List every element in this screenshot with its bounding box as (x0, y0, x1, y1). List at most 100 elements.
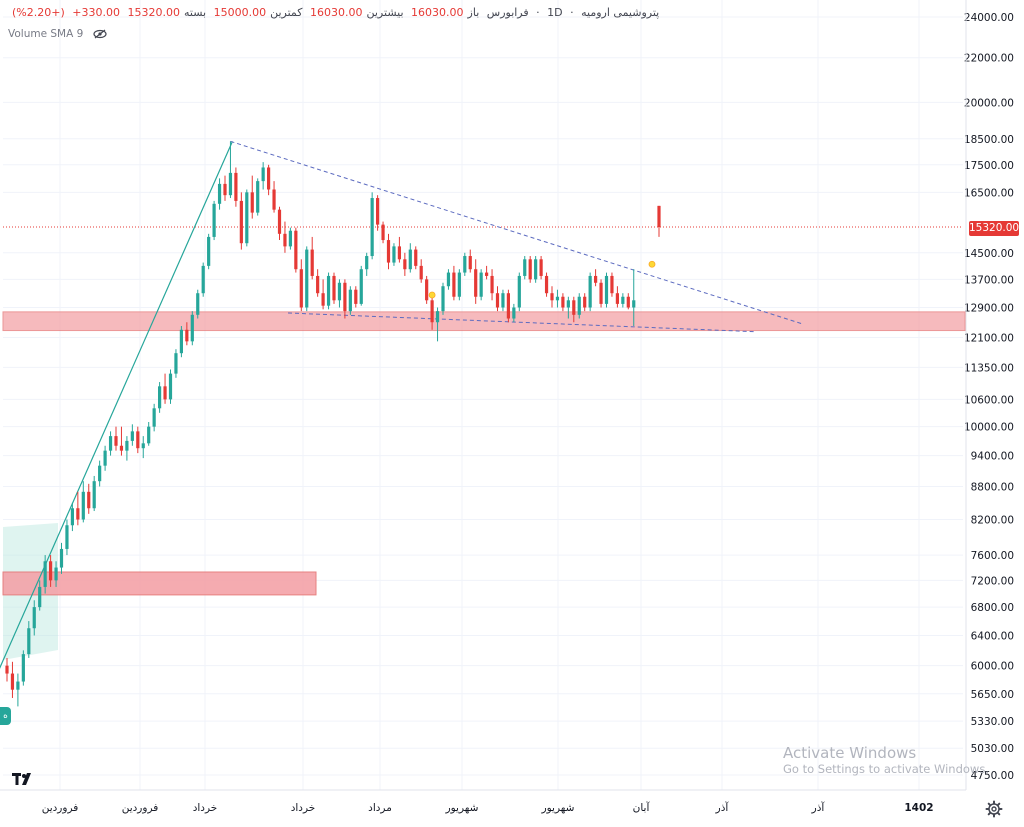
price-tick-label: 5030.00 (971, 743, 1014, 755)
candle-body (239, 200, 243, 244)
candle-body (474, 269, 478, 297)
tradingview-logo-icon[interactable] (10, 768, 36, 790)
candle-body (599, 282, 603, 304)
price-tick-label: 5650.00 (971, 689, 1014, 701)
price-tick-label: 8800.00 (971, 481, 1014, 493)
candle-body (370, 198, 374, 257)
uptrend-line (0, 141, 233, 669)
candle-body (81, 491, 85, 520)
left-edge-badge[interactable]: ه (0, 707, 11, 725)
candle-body (408, 249, 412, 270)
candle-body (267, 167, 271, 190)
price-tick-label: 12100.00 (964, 332, 1014, 344)
price-tick-label: 16500.00 (964, 187, 1014, 199)
candle-body (495, 293, 500, 308)
resistance-dashed-line (230, 140, 804, 325)
candle-body (577, 296, 581, 315)
candle-body (561, 296, 565, 308)
candle-body (245, 192, 249, 244)
candle-body (130, 431, 134, 441)
volume-sma-label[interactable]: Volume SMA 9 (8, 28, 84, 40)
candle-body (196, 293, 200, 315)
candle-body (261, 167, 265, 182)
candle-body (326, 275, 331, 306)
candle-body (190, 314, 194, 342)
candle-body (59, 548, 64, 568)
candle-body (452, 272, 456, 297)
candle-body (141, 443, 145, 449)
candle-body (376, 198, 380, 225)
candle-body (10, 673, 15, 690)
interval-label[interactable]: 1D (547, 6, 563, 19)
price-tick-label: 10000.00 (964, 422, 1014, 434)
time-tick-label: مرداد (368, 802, 392, 814)
candle-body (354, 289, 358, 304)
candle-body (76, 508, 80, 520)
candle-body (5, 665, 9, 674)
candle-body (152, 408, 156, 427)
exchange-label: فرابورس (486, 6, 529, 19)
candle-body (332, 275, 336, 301)
candle-body (615, 293, 619, 304)
price-tick-label: 24000.00 (964, 12, 1014, 24)
candle-body (299, 269, 303, 308)
candle-body (70, 508, 74, 526)
symbol-name[interactable]: پتروشیمی ارومیه (581, 6, 660, 19)
candle-body (168, 373, 173, 400)
candle-body (583, 296, 587, 308)
candle-body (435, 311, 440, 323)
candle-body (479, 272, 483, 297)
candle-body (501, 293, 505, 308)
settings-gear-icon[interactable] (985, 800, 1003, 818)
activate-windows-watermark: Activate Windows Go to Settings to activ… (783, 744, 989, 776)
candle-body (185, 329, 189, 342)
candle-body (604, 275, 609, 304)
candle-body (321, 293, 325, 306)
volume-legend: Volume SMA 9 (8, 28, 107, 40)
price-tick-label: 9400.00 (971, 451, 1014, 463)
time-tick-label: 1402 (904, 802, 933, 814)
hidden-eye-icon[interactable] (93, 29, 107, 39)
price-tick-label: 11350.00 (964, 362, 1014, 374)
candle-body (463, 256, 467, 273)
candle-body (544, 275, 549, 294)
price-tick-label: 6800.00 (971, 602, 1014, 614)
candle-body (337, 282, 342, 301)
close-value: 15320.00 (127, 6, 180, 19)
candle-body (506, 293, 510, 319)
candle-body (38, 586, 42, 608)
candle-body (632, 300, 636, 308)
candle-body (490, 275, 494, 294)
low-label: کمترین (270, 6, 303, 19)
candle-body (657, 205, 661, 228)
price-tick-label: 10600.00 (964, 394, 1014, 406)
candle-body (359, 269, 363, 304)
candle-body (446, 272, 451, 287)
candle-body (441, 286, 445, 312)
candle-body (163, 386, 167, 400)
candle-body (272, 189, 276, 210)
price-tick-label: 5330.00 (971, 716, 1014, 728)
change-percent: (+2.20%) (12, 6, 65, 19)
candle-body (201, 265, 205, 294)
candle-body (468, 256, 472, 270)
price-tick-label: 4750.00 (971, 770, 1014, 782)
candle-body (457, 272, 461, 297)
candle-body (174, 353, 178, 374)
candle-body (217, 183, 222, 204)
candle-body (108, 436, 113, 451)
candle-body (485, 272, 489, 276)
time-tick-label: خرداد (193, 802, 218, 814)
candle-body (512, 307, 516, 319)
price-tick-label: 18500.00 (964, 134, 1014, 146)
candle-body (32, 607, 36, 629)
price-tick-label: 7200.00 (971, 575, 1014, 587)
candle-body (43, 561, 47, 587)
price-tick-label: 14500.00 (964, 248, 1014, 260)
candle-body (92, 481, 96, 509)
price-tick-label: 20000.00 (964, 97, 1014, 109)
candle-body (397, 246, 401, 260)
candle-body (223, 183, 227, 196)
